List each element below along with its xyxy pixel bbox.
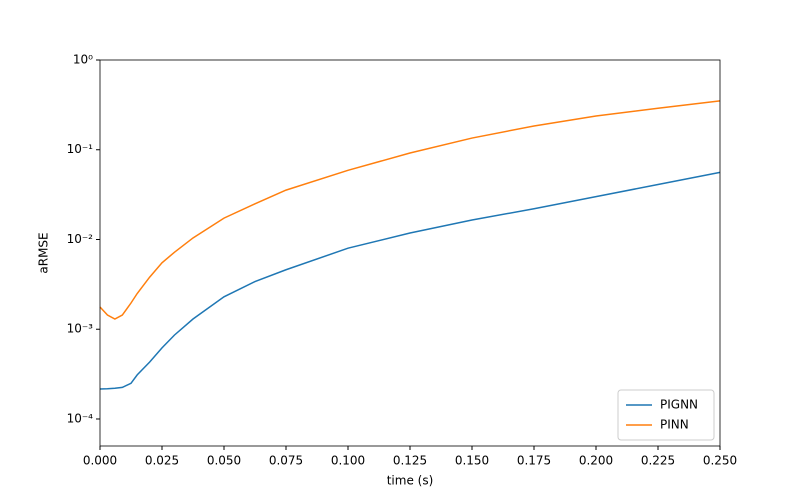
y-tick-label: 10⁰ [73, 53, 93, 67]
x-tick-label: 0.200 [579, 454, 613, 468]
x-tick-label: 0.250 [703, 454, 737, 468]
y-tick-label: 10⁻² [67, 232, 94, 246]
legend-label: PINN [660, 418, 689, 432]
x-tick-label: 0.025 [145, 454, 179, 468]
y-tick-label: 10⁻³ [67, 322, 94, 336]
x-tick-label: 0.150 [455, 454, 489, 468]
y-tick-label: 10⁻⁴ [67, 411, 94, 425]
x-axis-label: time (s) [387, 474, 434, 488]
x-tick-label: 0.000 [83, 454, 117, 468]
x-tick-label: 0.225 [641, 454, 675, 468]
x-tick-label: 0.075 [269, 454, 303, 468]
x-tick-label: 0.175 [517, 454, 551, 468]
y-axis-label: aRMSE [37, 232, 51, 273]
legend-label: PIGNN [660, 398, 698, 412]
series-line [99, 171, 721, 390]
legend-box [617, 389, 715, 441]
y-tick-label: 10⁻¹ [67, 142, 94, 156]
x-tick-label: 0.050 [207, 454, 241, 468]
x-tick-label: 0.100 [331, 454, 365, 468]
plot-frame [99, 59, 721, 447]
legend: PIGNN PINN [617, 389, 715, 441]
series-line [99, 100, 721, 320]
x-tick-label: 0.125 [393, 454, 427, 468]
